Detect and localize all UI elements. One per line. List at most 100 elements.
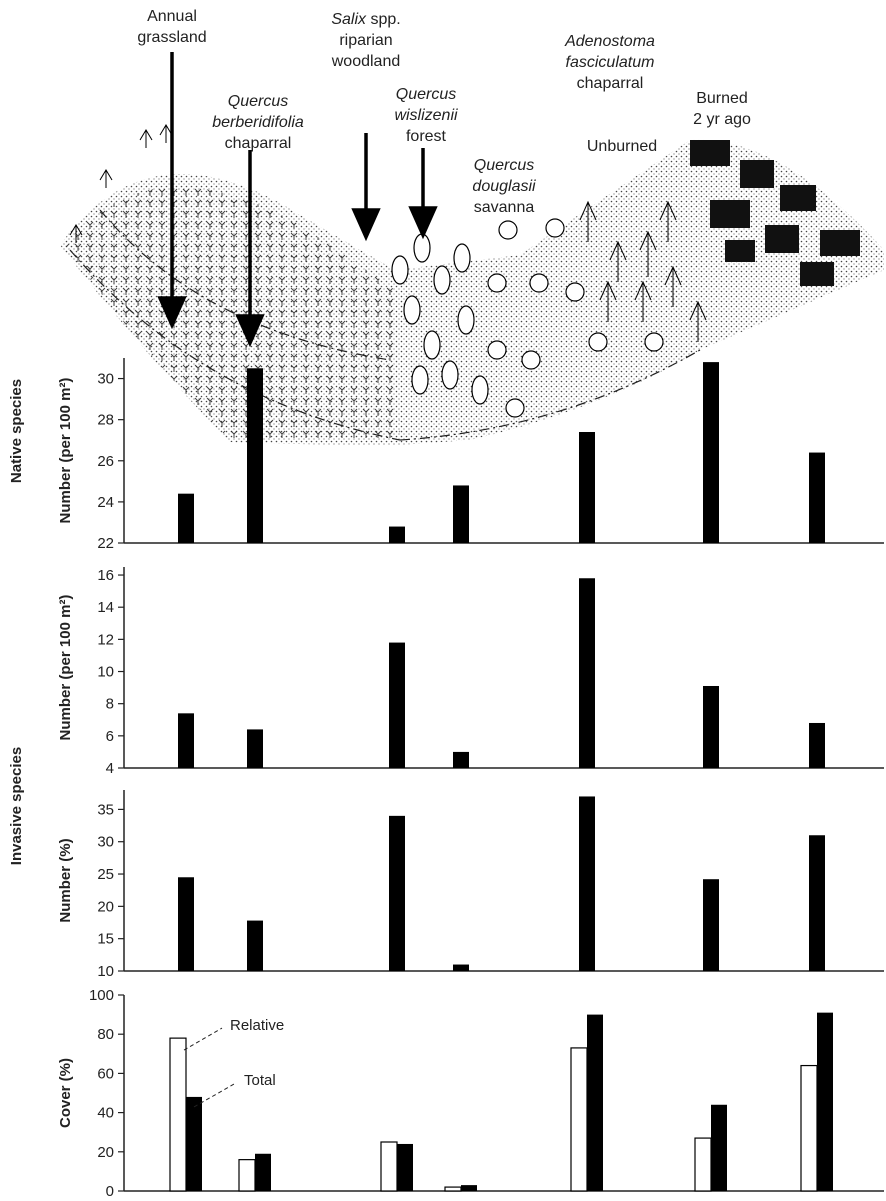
- bar: [579, 796, 595, 971]
- habitat-label-line: Adenostoma: [564, 33, 655, 50]
- y-tick-label: 35: [97, 801, 114, 818]
- bar: [453, 485, 469, 543]
- bar: [247, 920, 263, 971]
- bar-relative: [238, 1159, 256, 1192]
- habitat-label-line: berberidifolia: [212, 114, 304, 131]
- habitat-label-burned: Burned 2 yr ago: [693, 90, 751, 128]
- bar-relative: [444, 1186, 462, 1192]
- habitat-label-line: woodland: [331, 53, 401, 70]
- habitat-label-adenostoma-chaparral: Adenostoma fasciculatum chaparral: [564, 33, 655, 92]
- habitat-label-line: forest: [406, 128, 447, 145]
- y-axis-label: Number (per 100 m²): [57, 378, 74, 524]
- bar: [453, 964, 469, 971]
- y-axis-label: Number (%): [57, 838, 74, 922]
- bar: [178, 713, 194, 768]
- bar: [453, 751, 469, 768]
- bar-relative: [380, 1141, 398, 1192]
- y-tick-label: 30: [97, 371, 114, 388]
- y-tick-label: 6: [106, 728, 114, 745]
- y-tick-label: 16: [97, 567, 114, 584]
- bar-total: [255, 1153, 271, 1191]
- y-tick-label: 20: [97, 898, 114, 915]
- y-tick-label: 14: [97, 599, 114, 616]
- bar: [809, 835, 825, 971]
- y-tick-label: 8: [106, 696, 114, 713]
- habitat-labels: Annual grassland Quercus berberidifolia chap…: [137, 8, 751, 216]
- landscape-illustration: [60, 124, 884, 445]
- habitat-label-line: savanna: [474, 199, 535, 216]
- y-tick-label: 100: [89, 987, 114, 1004]
- y-tick-label: 28: [97, 412, 114, 429]
- bar-total: [587, 1014, 603, 1191]
- y-tick-label: 22: [97, 535, 114, 552]
- habitat-label-line: Burned: [696, 90, 748, 107]
- y-tick-label: 26: [97, 453, 114, 470]
- habitat-label-quercus-berberidifolia-chaparral: Quercus berberidifolia chaparral: [212, 93, 304, 152]
- bar: [178, 877, 194, 971]
- bar-total: [711, 1104, 727, 1191]
- habitat-label-quercus-wislizenii-forest: Quercus wislizenii forest: [394, 86, 458, 145]
- habitat-label-line: riparian: [339, 32, 392, 49]
- y-tick-label: 40: [97, 1105, 114, 1122]
- bar: [178, 493, 194, 543]
- chart-panel-1: 22 24 26 28 30 Number (per 100 m²): [57, 358, 884, 552]
- habitat-label-line: grassland: [137, 29, 206, 46]
- y-tick-label: 30: [97, 834, 114, 851]
- habitat-label-line: wislizenii: [394, 107, 458, 124]
- habitat-label-line: fasciculatum: [566, 54, 655, 71]
- relative-leader-line: [183, 1027, 223, 1051]
- y-tick-label: 0: [106, 1183, 114, 1200]
- habitat-label-line: Quercus: [474, 157, 534, 174]
- bar: [247, 729, 263, 768]
- habitat-label-line: Salix spp.: [331, 11, 400, 28]
- habitat-label-salix-riparian-woodland: Salix spp. riparian woodland: [331, 11, 401, 70]
- y-tick-label: 15: [97, 931, 114, 948]
- y-tick-label: 25: [97, 866, 114, 883]
- bar: [389, 642, 405, 768]
- y-tick-label: 4: [106, 760, 114, 777]
- habitat-label-quercus-douglasii-savanna: Quercus douglasii savanna: [472, 157, 536, 216]
- y-tick-label: 20: [97, 1144, 114, 1161]
- habitat-label-annual-grassland: Annual grassland: [137, 8, 206, 46]
- charts: 22 24 26 28 30 Number (per 100 m²) 4 6 8 10 12 14 16…: [57, 358, 884, 1200]
- y-tick-label: 24: [97, 494, 114, 511]
- bar-total: [186, 1096, 202, 1191]
- bar: [579, 432, 595, 543]
- bar: [809, 722, 825, 768]
- habitat-arrows: [157, 52, 438, 348]
- y-tick-label: 60: [97, 1065, 114, 1082]
- chart-panel-2: 4 6 8 10 12 14 16 Number (per 100 m²): [57, 567, 884, 777]
- y-tick-label: 12: [97, 631, 114, 648]
- series-label-total: Total: [244, 1072, 276, 1089]
- habitat-label-line: Annual: [147, 8, 197, 25]
- bar-relative: [570, 1047, 588, 1192]
- total-leader-line: [193, 1082, 237, 1108]
- chart-panel-3: 10 15 20 25 30 35 Number (%): [57, 790, 884, 980]
- y-tick-label: 10: [97, 664, 114, 681]
- y-tick-label: 10: [97, 963, 114, 980]
- bar: [389, 526, 405, 543]
- y-tick-label: 80: [97, 1026, 114, 1043]
- series-label-relative: Relative: [230, 1017, 284, 1034]
- habitat-label-unburned: Unburned: [587, 138, 657, 155]
- habitat-label-line: Quercus: [228, 93, 288, 110]
- bar-relative: [800, 1064, 818, 1192]
- bar: [247, 368, 263, 543]
- bar-total: [461, 1185, 477, 1191]
- chart-panel-4: 0 20 40 60 80 100 Cover (%) Relative Total: [57, 987, 884, 1200]
- bar-total: [817, 1012, 833, 1191]
- native-species-label: Native species: [8, 379, 25, 483]
- bar: [703, 362, 719, 543]
- bar-total: [397, 1143, 413, 1191]
- habitat-label-line: douglasii: [472, 178, 536, 195]
- bar-relative: [694, 1137, 712, 1192]
- habitat-label-line: Quercus: [396, 86, 456, 103]
- invasive-species-label: Invasive species: [8, 747, 25, 865]
- bar: [389, 815, 405, 971]
- bar: [809, 452, 825, 543]
- habitat-label-line: Unburned: [587, 138, 657, 155]
- habitat-label-line: chaparral: [577, 75, 644, 92]
- bar: [579, 578, 595, 768]
- y-axis-label: Number (per 100 m²): [57, 595, 74, 741]
